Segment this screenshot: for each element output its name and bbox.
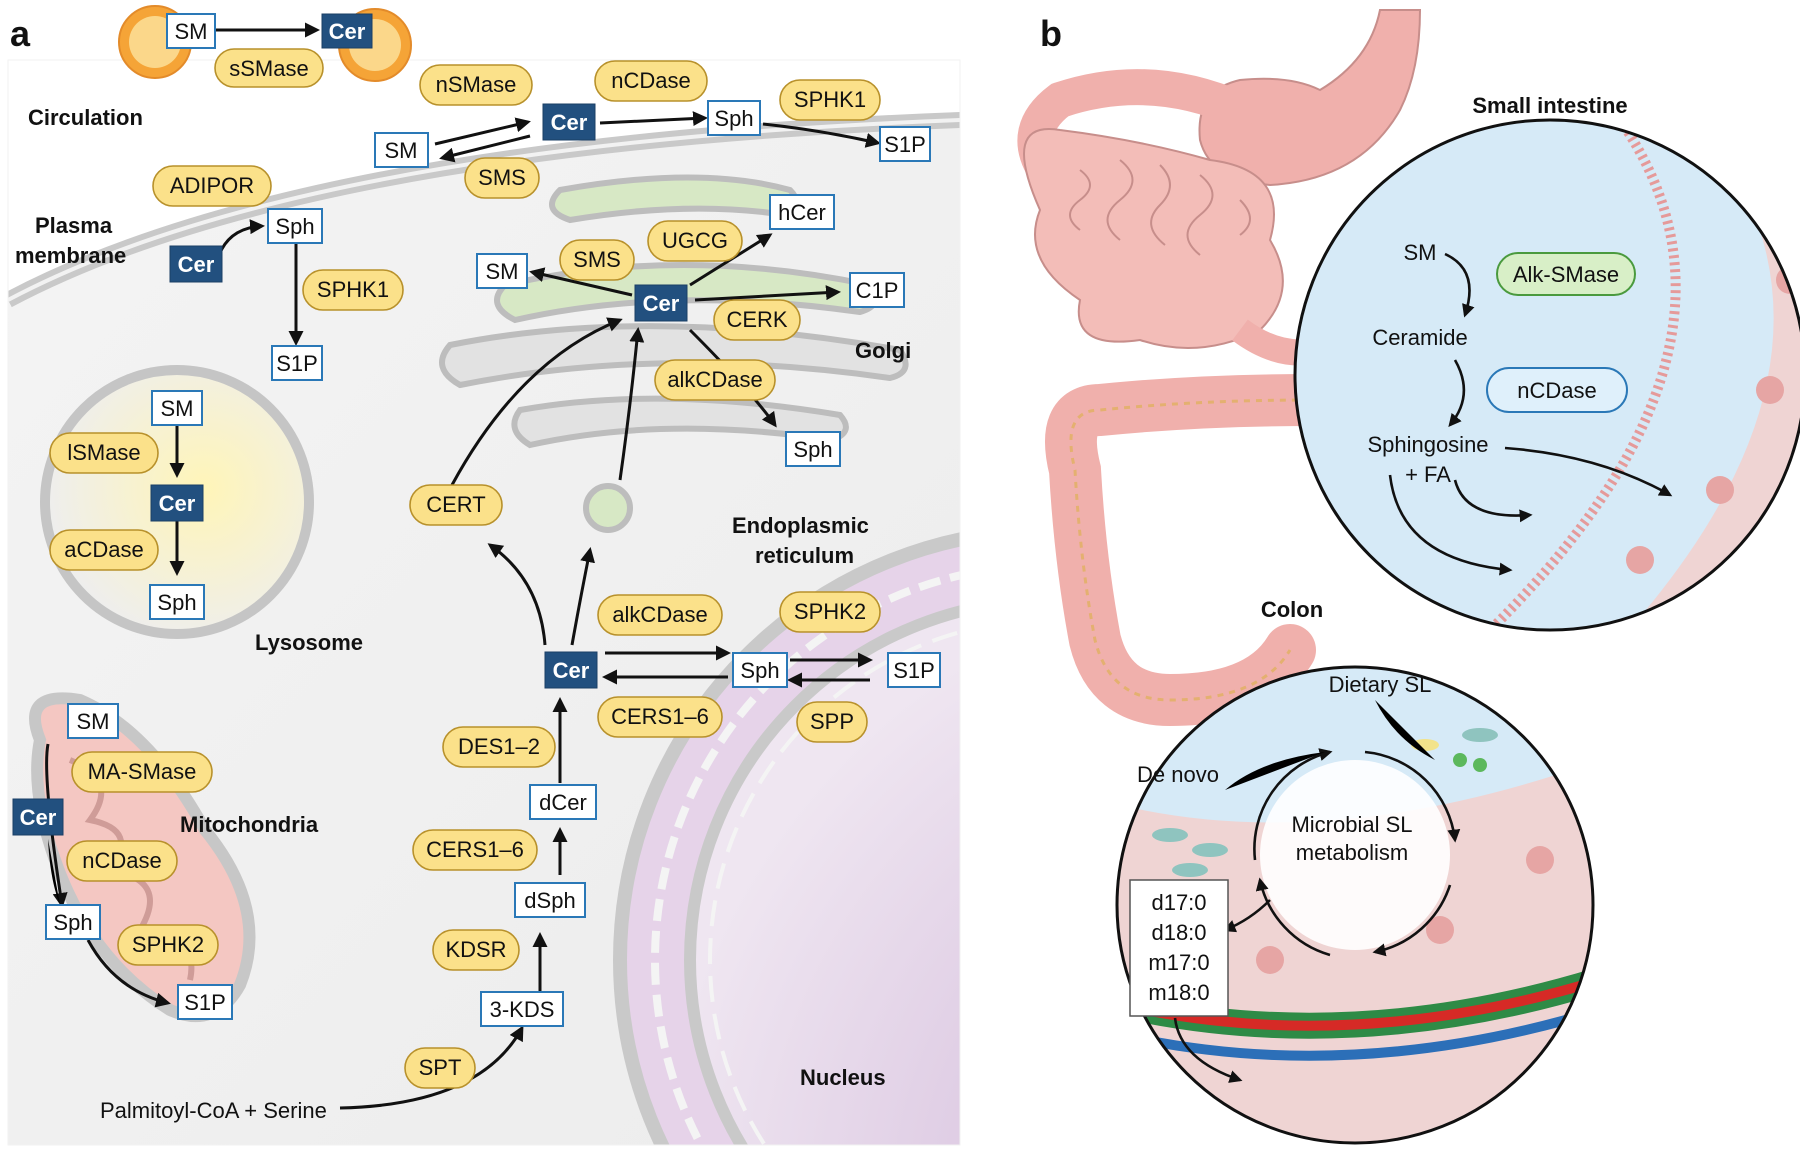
vesicle xyxy=(583,483,633,533)
metabolite-sph: Sph xyxy=(714,106,753,131)
metabolite-cer: Cer xyxy=(178,252,215,277)
label-precursor: Palmitoyl-CoA + Serine xyxy=(100,1098,327,1123)
gut-illustration xyxy=(1017,9,1422,727)
metabolite-sph: Sph xyxy=(275,214,314,239)
metabolite-cer: Cer xyxy=(553,658,590,683)
enzyme-ssmase: sSMase xyxy=(229,56,308,81)
enzyme-nsmase: nSMase xyxy=(436,72,517,97)
panel-letter-a: a xyxy=(10,13,31,54)
enzyme-spp: SPP xyxy=(810,709,854,734)
enzyme-cers: CERS1–6 xyxy=(426,837,524,862)
enzyme-sphk1: SPHK1 xyxy=(317,277,389,302)
metabolite-sm: SM xyxy=(385,138,418,163)
enzyme-ugcg: UGCG xyxy=(662,228,728,253)
metabolite-sm: SM xyxy=(175,19,208,44)
enzyme-kdsr: KDSR xyxy=(445,937,506,962)
enzyme-lsmase: lSMase xyxy=(67,440,140,465)
metabolite-sph: Sph xyxy=(157,590,196,615)
metabolite-hcer: hCer xyxy=(778,200,826,225)
si-alk-smase: Alk-SMase xyxy=(1513,262,1619,287)
colon-list-item: d17:0 xyxy=(1151,890,1206,915)
metabolite-sm: SM xyxy=(486,259,519,284)
enzyme-ma-smase: MA-SMase xyxy=(88,759,197,784)
enzymes-a: sSMase nSMase nCDase SPHK1 SMS ADIPOR SP… xyxy=(49,48,881,1089)
enzyme-cert: CERT xyxy=(426,492,486,517)
colon-zoom: Colon Dietary SL De novo Microbial SL me… xyxy=(1115,597,1595,1145)
metabolite-cer: Cer xyxy=(20,805,57,830)
enzyme-cerk: CERK xyxy=(726,307,787,332)
label-golgi: Golgi xyxy=(855,338,911,363)
enzyme-alkcdase: alkCDase xyxy=(612,602,707,627)
label-nucleus: Nucleus xyxy=(800,1065,886,1090)
metabolite-sm: SM xyxy=(77,709,110,734)
si-sphingosine: Sphingosine xyxy=(1367,432,1488,457)
colon-de-novo: De novo xyxy=(1137,762,1219,787)
panel-a-labels: a Circulation Plasma membrane Golgi Endo… xyxy=(10,13,911,1123)
si-ncdase: nCDase xyxy=(1517,378,1596,403)
enzyme-adipor: ADIPOR xyxy=(170,173,254,198)
colon-sl-list xyxy=(1129,879,1229,1017)
enzyme-ncdase: nCDase xyxy=(82,848,161,873)
metabolite-sph: Sph xyxy=(740,658,779,683)
label-mitochondria: Mitochondria xyxy=(180,812,319,837)
metabolite-cer: Cer xyxy=(551,110,588,135)
enzyme-acdase: aCDase xyxy=(64,537,143,562)
enzyme-cers: CERS1–6 xyxy=(611,704,709,729)
label-membrane: membrane xyxy=(15,243,126,268)
colon-microbial-2: metabolism xyxy=(1296,840,1408,865)
metabolite-cer: Cer xyxy=(329,19,366,44)
enzyme-spt: SPT xyxy=(419,1055,462,1080)
metabolite-s1p: S1P xyxy=(884,132,926,157)
metabolite-cer: Cer xyxy=(643,291,680,316)
enzyme-alkcdase: alkCDase xyxy=(667,367,762,392)
colon-microbial-1: Microbial SL xyxy=(1291,812,1412,837)
si-sm: SM xyxy=(1404,240,1437,265)
colon-list-item: m17:0 xyxy=(1148,950,1209,975)
label-circulation: Circulation xyxy=(28,105,143,130)
metabolite-sph: Sph xyxy=(793,437,832,462)
metabolite-s1p: S1P xyxy=(893,658,935,683)
enzyme-sphk1: SPHK1 xyxy=(794,87,866,112)
panel-b: b xyxy=(1017,9,1800,1145)
label-er-1: Endoplasmic xyxy=(732,513,869,538)
pathway-arrows-a xyxy=(45,22,881,1110)
enzyme-des: DES1–2 xyxy=(458,734,540,759)
metabolite-sph: Sph xyxy=(53,910,92,935)
label-small-intestine: Small intestine xyxy=(1472,93,1627,118)
metabolite-cer: Cer xyxy=(159,491,196,516)
label-lysosome: Lysosome xyxy=(255,630,363,655)
enzyme-sms: SMS xyxy=(478,165,526,190)
colon-dietary-sl: Dietary SL xyxy=(1329,672,1432,697)
metabolite-dcer: dCer xyxy=(539,790,587,815)
colon-list-item: d18:0 xyxy=(1151,920,1206,945)
metabolite-dsph: dSph xyxy=(524,888,575,913)
panel-a: a Circulation Plasma membrane Golgi Endo… xyxy=(7,5,961,1146)
enzyme-sphk2: SPHK2 xyxy=(794,599,866,624)
small-intestine-zoom: Small intestine SM Alk-SMase Ceramide nC… xyxy=(1293,93,1800,632)
enzyme-sphk2: SPHK2 xyxy=(132,932,204,957)
label-er-2: reticulum xyxy=(755,543,854,568)
enzyme-ncdase: nCDase xyxy=(611,68,690,93)
panel-letter-b: b xyxy=(1040,13,1062,54)
enzyme-sms: SMS xyxy=(573,247,621,272)
metabolite-3kds: 3-KDS xyxy=(490,997,555,1022)
metabolite-s1p: S1P xyxy=(184,990,226,1015)
label-plasma: Plasma xyxy=(35,213,113,238)
nucleus xyxy=(684,605,960,1145)
metabolite-sm: SM xyxy=(161,396,194,421)
metabolites-a: SM Cer SM Cer Sph S1P Cer Sph S1P SM Cer… xyxy=(12,13,941,1027)
label-colon: Colon xyxy=(1261,597,1323,622)
colon-list-item: m18:0 xyxy=(1148,980,1209,1005)
metabolite-c1p: C1P xyxy=(856,278,899,303)
si-fa: + FA xyxy=(1405,462,1451,487)
metabolite-s1p: S1P xyxy=(276,351,318,376)
si-ceramide: Ceramide xyxy=(1372,325,1467,350)
